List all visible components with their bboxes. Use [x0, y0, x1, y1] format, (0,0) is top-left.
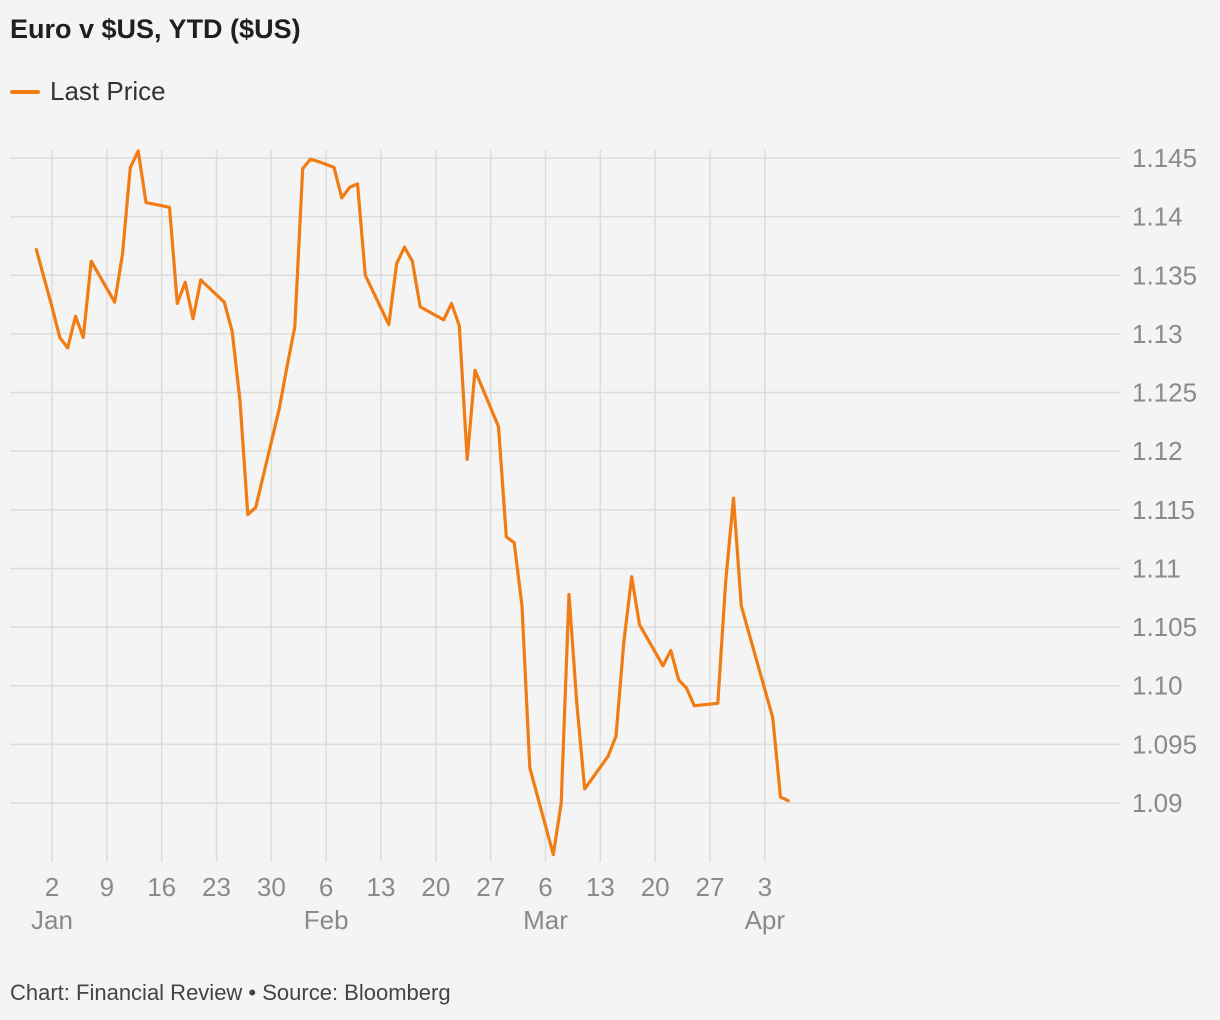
y-tick-label: 1.11 — [1132, 553, 1181, 583]
y-tick-label: 1.135 — [1132, 260, 1197, 290]
x-tick-label: 3 — [758, 872, 772, 902]
y-tick-label: 1.13 — [1132, 319, 1183, 349]
y-tick-label: 1.12 — [1132, 436, 1183, 466]
x-tick-label: 27 — [476, 872, 505, 902]
y-tick-label: 1.115 — [1132, 495, 1195, 525]
x-month-label: Jan — [31, 905, 73, 935]
y-tick-label: 1.125 — [1132, 378, 1197, 408]
legend: Last Price — [10, 76, 166, 107]
legend-label: Last Price — [50, 76, 166, 106]
y-tick-label: 1.10 — [1132, 671, 1183, 701]
x-tick-label: 23 — [202, 872, 231, 902]
x-tick-label: 9 — [100, 872, 114, 902]
x-tick-label: 13 — [586, 872, 615, 902]
x-tick-label: 6 — [538, 872, 552, 902]
x-tick-label: 6 — [319, 872, 333, 902]
x-tick-label: 30 — [257, 872, 286, 902]
y-tick-label: 1.09 — [1132, 788, 1183, 818]
line-chart: 1.09 1.095 1.10 1.105 1.11 1.115 1.12 1.125 1.13… — [10, 143, 1197, 935]
grid-lines — [10, 150, 1120, 862]
x-tick-label: 20 — [641, 872, 670, 902]
y-axis-ticks: 1.09 1.095 1.10 1.105 1.11 1.115 1.12 1.125 1.13… — [1132, 143, 1197, 818]
chart-footer: Chart: Financial Review • Source: Bloomb… — [10, 980, 451, 1005]
x-tick-label: 13 — [367, 872, 396, 902]
series-group — [34, 149, 790, 857]
x-month-label: Mar — [523, 905, 568, 935]
chart-title: Euro v $US, YTD ($US) — [10, 14, 301, 44]
x-tick-label: 20 — [421, 872, 450, 902]
x-tick-label: 2 — [45, 872, 59, 902]
y-tick-label: 1.095 — [1132, 729, 1197, 759]
y-tick-label: 1.105 — [1132, 612, 1197, 642]
y-tick-label: 1.145 — [1132, 143, 1197, 173]
x-tick-label: 16 — [147, 872, 176, 902]
x-month-label: Feb — [304, 905, 349, 935]
y-tick-label: 1.14 — [1132, 202, 1183, 232]
legend-line-swatch — [10, 89, 40, 94]
series-line-last-price — [34, 149, 790, 857]
x-month-label: Apr — [745, 905, 786, 935]
x-tick-label: 27 — [696, 872, 725, 902]
